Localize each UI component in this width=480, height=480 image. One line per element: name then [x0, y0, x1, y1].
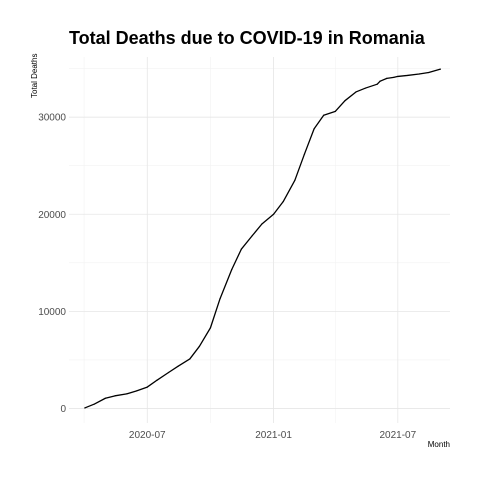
data-point	[177, 365, 179, 367]
data-point	[93, 403, 95, 405]
data-point	[219, 298, 221, 300]
data-point	[231, 269, 233, 271]
data-point	[294, 179, 296, 181]
data-point	[439, 68, 441, 70]
data-point	[156, 379, 158, 381]
data-point	[251, 235, 253, 237]
data-point	[261, 223, 263, 225]
data-point	[406, 74, 409, 77]
major-gridlines	[69, 57, 450, 423]
data-point	[386, 77, 388, 79]
y-tick-label: 30000	[38, 113, 66, 124]
data-point	[397, 75, 399, 78]
data-point	[376, 83, 378, 85]
data-point	[303, 153, 306, 155]
data-point	[198, 345, 201, 347]
data-point	[334, 110, 336, 112]
data-point	[135, 390, 137, 392]
chart-title: Total Deaths due to COVID-19 in Romania	[69, 28, 426, 48]
data-point	[418, 73, 420, 75]
y-tick-label: 0	[60, 404, 66, 415]
data-point	[167, 371, 170, 374]
x-tick-label: 2021-07	[379, 430, 416, 441]
x-tick-label: 2021-01	[255, 430, 292, 441]
minor-gridlines	[69, 57, 450, 423]
data-point	[84, 407, 86, 409]
data-point	[428, 71, 430, 74]
data-point	[209, 327, 212, 329]
x-tick-label: 2020-07	[129, 430, 166, 441]
x-axis-label: Month	[428, 440, 450, 449]
data-point	[272, 213, 275, 215]
y-tick-label: 20000	[38, 210, 66, 221]
x-tick-labels: 2020-07 2021-01 2021-07	[129, 430, 417, 441]
data-point	[240, 248, 242, 250]
total-deaths-line	[84, 68, 441, 409]
data-point	[364, 87, 367, 89]
data-point	[114, 395, 116, 397]
y-axis-label: Total Deaths	[30, 54, 39, 98]
data-point	[282, 201, 284, 203]
data-point	[313, 128, 315, 130]
data-points	[84, 68, 441, 409]
data-point	[126, 393, 128, 395]
data-point	[146, 386, 148, 388]
data-point	[323, 114, 325, 116]
data-point	[104, 397, 106, 399]
data-point	[189, 358, 191, 360]
y-tick-label: 10000	[38, 307, 66, 318]
data-point	[344, 100, 346, 102]
data-point	[379, 80, 381, 82]
y-tick-labels: 0 10000 20000 30000	[38, 113, 66, 415]
data-point	[393, 76, 395, 78]
data-point	[355, 91, 357, 93]
